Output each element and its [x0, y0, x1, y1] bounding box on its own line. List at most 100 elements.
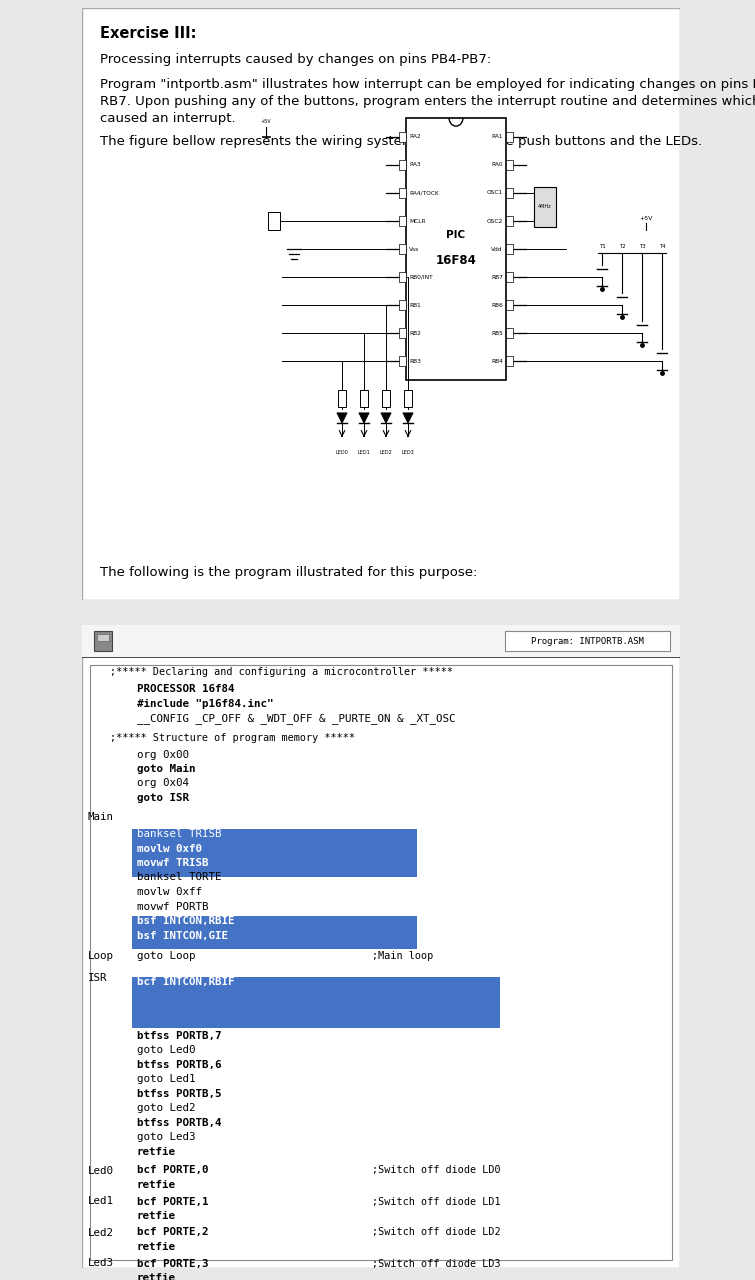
- Text: RA4/TOCK: RA4/TOCK: [409, 191, 439, 196]
- Text: RB0/INT: RB0/INT: [409, 275, 433, 279]
- Text: banksel TORTE: banksel TORTE: [137, 873, 221, 882]
- Text: __CONFIG _CP_OFF & _WDT_OFF & _PURTE_ON & _XT_OSC: __CONFIG _CP_OFF & _WDT_OFF & _PURTE_ON …: [137, 713, 455, 724]
- Text: ;Main loop: ;Main loop: [372, 951, 433, 961]
- Bar: [82, 625, 680, 657]
- Text: T4: T4: [658, 243, 665, 248]
- Text: retfie: retfie: [137, 1274, 176, 1280]
- Text: goto Led1: goto Led1: [137, 1074, 196, 1084]
- Text: RB5: RB5: [491, 330, 503, 335]
- Bar: [506, 160, 513, 170]
- Text: RB2: RB2: [409, 330, 421, 335]
- Text: #include "p16f84.inc": #include "p16f84.inc": [137, 699, 273, 709]
- Polygon shape: [403, 413, 413, 424]
- Text: PIC: PIC: [446, 229, 466, 239]
- Text: goto Led0: goto Led0: [137, 1046, 196, 1055]
- Text: bcf INTCON,RBIF: bcf INTCON,RBIF: [137, 977, 235, 987]
- Text: banksel TRISB: banksel TRISB: [137, 829, 221, 838]
- Text: LED0: LED0: [336, 449, 348, 454]
- Bar: [505, 631, 670, 652]
- Text: Vdd: Vdd: [492, 247, 503, 252]
- Bar: [506, 357, 513, 366]
- Text: Vss: Vss: [409, 247, 420, 252]
- Text: bcf PORTE,3: bcf PORTE,3: [137, 1258, 208, 1268]
- Text: Loop: Loop: [88, 951, 114, 961]
- Text: retfie: retfie: [137, 1211, 176, 1221]
- Text: Main: Main: [88, 813, 114, 823]
- Text: org 0x04: org 0x04: [137, 778, 189, 788]
- Text: ;Switch off diode LD3: ;Switch off diode LD3: [372, 1258, 501, 1268]
- Text: RA3: RA3: [409, 163, 421, 168]
- Bar: [534, 187, 556, 227]
- Bar: [506, 329, 513, 338]
- Text: retfie: retfie: [137, 1147, 176, 1157]
- Text: btfss PORTB,4: btfss PORTB,4: [137, 1117, 221, 1128]
- Bar: [399, 188, 406, 197]
- Bar: [132, 829, 417, 877]
- Polygon shape: [381, 413, 391, 424]
- Text: T1: T1: [599, 243, 606, 248]
- Bar: [506, 244, 513, 253]
- Bar: [360, 390, 368, 407]
- Bar: [268, 212, 280, 229]
- Text: RB7: RB7: [491, 275, 503, 279]
- Text: RB3: RB3: [409, 358, 421, 364]
- Bar: [132, 916, 417, 948]
- Text: movwf TRISB: movwf TRISB: [137, 858, 208, 868]
- Text: T2: T2: [618, 243, 625, 248]
- Bar: [399, 244, 406, 253]
- Text: goto Led2: goto Led2: [137, 1103, 196, 1114]
- Text: movlw 0xff: movlw 0xff: [137, 887, 202, 897]
- Bar: [132, 977, 500, 1028]
- Text: Led3: Led3: [88, 1258, 114, 1268]
- Bar: [382, 390, 390, 407]
- Text: RB1: RB1: [409, 302, 421, 307]
- Text: Led1: Led1: [88, 1197, 114, 1207]
- Text: The figure bellow represents the wiring system of the PIC, the push buttons and : The figure bellow represents the wiring …: [100, 134, 702, 148]
- Bar: [506, 273, 513, 282]
- Text: Exercise III:: Exercise III:: [100, 26, 196, 41]
- Bar: [97, 634, 109, 641]
- Text: btfss PORTB,7: btfss PORTB,7: [137, 1030, 221, 1041]
- Text: LED2: LED2: [380, 449, 393, 454]
- Bar: [338, 390, 346, 407]
- Text: RA2: RA2: [409, 134, 421, 140]
- Text: retfie: retfie: [137, 1242, 176, 1252]
- Bar: [94, 631, 112, 652]
- Text: The following is the program illustrated for this purpose:: The following is the program illustrated…: [100, 566, 477, 579]
- Text: RB4: RB4: [491, 358, 503, 364]
- Text: btfss PORTB,5: btfss PORTB,5: [137, 1089, 221, 1098]
- Text: bcf PORTE,1: bcf PORTE,1: [137, 1197, 208, 1207]
- Bar: [506, 188, 513, 197]
- Text: RA0: RA0: [492, 163, 503, 168]
- Text: Program: INTPORTB.ASM: Program: INTPORTB.ASM: [531, 636, 644, 645]
- Text: org 0x00: org 0x00: [137, 750, 189, 759]
- Text: goto Main: goto Main: [137, 764, 196, 774]
- Bar: [399, 357, 406, 366]
- Text: ;Switch off diode LD0: ;Switch off diode LD0: [372, 1166, 501, 1175]
- Bar: [399, 132, 406, 142]
- Text: RB7. Upon pushing any of the buttons, program enters the interrupt routine and d: RB7. Upon pushing any of the buttons, pr…: [100, 95, 755, 108]
- Text: bsf INTCON,GIE: bsf INTCON,GIE: [137, 931, 228, 941]
- Bar: [405, 390, 411, 407]
- Text: 4MHz: 4MHz: [538, 205, 552, 210]
- Text: goto Led3: goto Led3: [137, 1132, 196, 1142]
- Bar: [399, 160, 406, 170]
- Text: +5V: +5V: [260, 119, 271, 124]
- Bar: [399, 329, 406, 338]
- Text: bcf PORTE,2: bcf PORTE,2: [137, 1228, 208, 1238]
- Bar: [399, 273, 406, 282]
- Text: T3: T3: [639, 243, 646, 248]
- Text: btfss PORTB,6: btfss PORTB,6: [137, 1060, 221, 1070]
- Text: movwf PORTB: movwf PORTB: [137, 901, 208, 911]
- Text: MCLR: MCLR: [409, 219, 426, 224]
- Text: RB6: RB6: [491, 302, 503, 307]
- Text: goto Loop: goto Loop: [137, 951, 196, 961]
- Text: ;Switch off diode LD2: ;Switch off diode LD2: [372, 1228, 501, 1238]
- Polygon shape: [337, 413, 347, 424]
- Polygon shape: [359, 413, 369, 424]
- Bar: [399, 216, 406, 225]
- Text: RA1: RA1: [492, 134, 503, 140]
- Text: ;Switch off diode LD1: ;Switch off diode LD1: [372, 1197, 501, 1207]
- Bar: [506, 216, 513, 225]
- Bar: [406, 118, 506, 380]
